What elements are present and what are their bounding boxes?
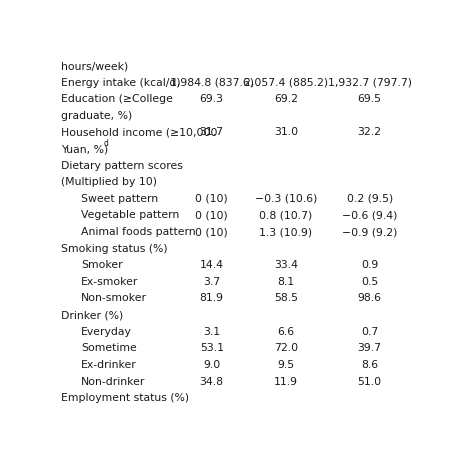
Text: 9.5: 9.5	[277, 360, 294, 370]
Text: 0 (10): 0 (10)	[195, 210, 228, 220]
Text: 3.7: 3.7	[203, 277, 220, 287]
Text: 69.5: 69.5	[358, 94, 382, 104]
Text: 31.7: 31.7	[200, 128, 224, 137]
Text: 1.3 (10.9): 1.3 (10.9)	[259, 227, 312, 237]
Text: Vegetable pattern: Vegetable pattern	[82, 210, 180, 220]
Text: −0.6 (9.4): −0.6 (9.4)	[342, 210, 397, 220]
Text: hours/week): hours/week)	[61, 61, 128, 71]
Text: 53.1: 53.1	[200, 343, 224, 353]
Text: 11.9: 11.9	[274, 376, 298, 386]
Text: 3.1: 3.1	[203, 327, 220, 337]
Text: Smoker: Smoker	[82, 260, 123, 270]
Text: 0.5: 0.5	[361, 277, 378, 287]
Text: (Multiplied by 10): (Multiplied by 10)	[61, 177, 157, 187]
Text: 81.9: 81.9	[200, 293, 224, 303]
Text: Ex-smoker: Ex-smoker	[82, 277, 139, 287]
Text: d: d	[103, 139, 108, 148]
Text: Household income (≥10,000: Household income (≥10,000	[61, 128, 218, 137]
Text: Education (≥College: Education (≥College	[61, 94, 173, 104]
Text: Smoking status (%): Smoking status (%)	[61, 244, 168, 254]
Text: 6.6: 6.6	[277, 327, 294, 337]
Text: 39.7: 39.7	[358, 343, 382, 353]
Text: 1,932.7 (797.7): 1,932.7 (797.7)	[328, 78, 411, 88]
Text: −0.3 (10.6): −0.3 (10.6)	[255, 194, 317, 204]
Text: 0 (10): 0 (10)	[195, 227, 228, 237]
Text: 0.8 (10.7): 0.8 (10.7)	[259, 210, 312, 220]
Text: Energy intake (kcal/d): Energy intake (kcal/d)	[61, 78, 181, 88]
Text: 58.5: 58.5	[274, 293, 298, 303]
Text: 8.6: 8.6	[361, 360, 378, 370]
Text: Non-drinker: Non-drinker	[82, 376, 146, 386]
Text: Ex-drinker: Ex-drinker	[82, 360, 137, 370]
Text: 72.0: 72.0	[274, 343, 298, 353]
Text: Employment status (%): Employment status (%)	[61, 393, 189, 403]
Text: Drinker (%): Drinker (%)	[61, 310, 123, 320]
Text: 2,057.4 (885.2): 2,057.4 (885.2)	[244, 78, 328, 88]
Text: Everyday: Everyday	[82, 327, 132, 337]
Text: graduate, %): graduate, %)	[61, 111, 132, 121]
Text: Non-smoker: Non-smoker	[82, 293, 147, 303]
Text: Dietary pattern scores: Dietary pattern scores	[61, 161, 183, 171]
Text: 69.3: 69.3	[200, 94, 224, 104]
Text: 31.0: 31.0	[274, 128, 298, 137]
Text: 0.7: 0.7	[361, 327, 378, 337]
Text: 33.4: 33.4	[274, 260, 298, 270]
Text: 51.0: 51.0	[357, 376, 382, 386]
Text: 1,984.8 (837.6): 1,984.8 (837.6)	[170, 78, 254, 88]
Text: 8.1: 8.1	[277, 277, 294, 287]
Text: 9.0: 9.0	[203, 360, 220, 370]
Text: Sweet pattern: Sweet pattern	[82, 194, 158, 204]
Text: Sometime: Sometime	[82, 343, 137, 353]
Text: 0 (10): 0 (10)	[195, 194, 228, 204]
Text: 34.8: 34.8	[200, 376, 224, 386]
Text: −0.9 (9.2): −0.9 (9.2)	[342, 227, 397, 237]
Text: Animal foods pattern: Animal foods pattern	[82, 227, 196, 237]
Text: 98.6: 98.6	[358, 293, 382, 303]
Text: 69.2: 69.2	[274, 94, 298, 104]
Text: 14.4: 14.4	[200, 260, 224, 270]
Text: 32.2: 32.2	[358, 128, 382, 137]
Text: 0.2 (9.5): 0.2 (9.5)	[346, 194, 393, 204]
Text: Yuan, %): Yuan, %)	[61, 144, 109, 154]
Text: 0.9: 0.9	[361, 260, 378, 270]
